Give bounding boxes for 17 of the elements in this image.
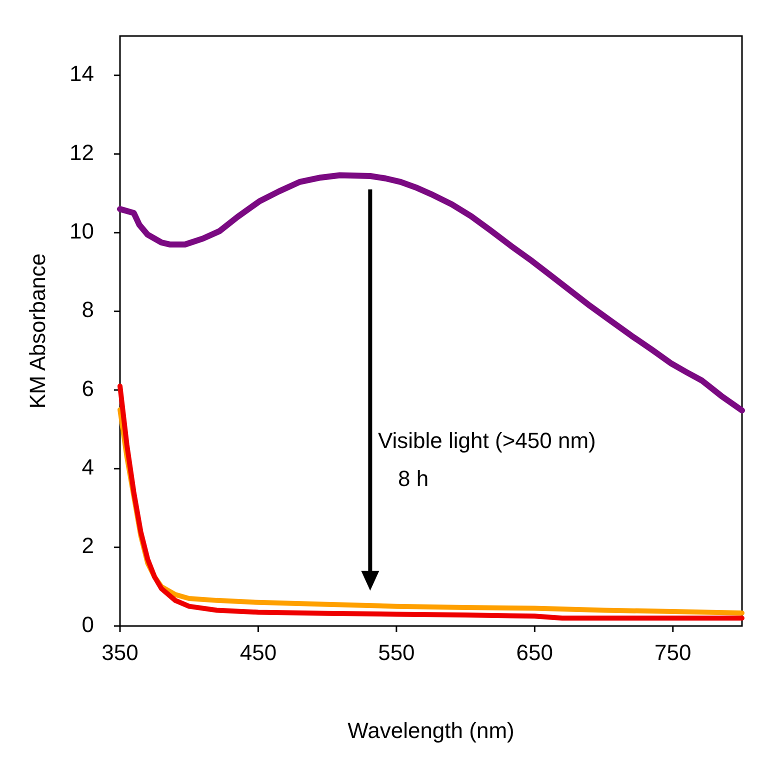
y-tick-label: 4 [82,454,94,480]
y-axis-title: KM Absorbance [25,253,50,409]
y-tick-label: 8 [82,297,94,322]
x-axis-title: Wavelength (nm) [348,718,514,743]
y-tick-label: 12 [70,140,94,165]
x-tick-label: 550 [378,640,415,665]
x-tick-label: 650 [516,640,554,665]
y-tick-label: 14 [70,61,94,86]
y-tick-label: 6 [82,376,94,401]
x-tick-label: 750 [654,640,692,665]
y-tick-label: 10 [70,218,94,244]
annotation: 8 h [398,466,429,491]
x-tick-label: 350 [102,640,138,665]
annotation: Visible light (>450 nm) [378,428,596,453]
x-tick-label: 450 [240,640,277,665]
y-tick-label: 0 [82,612,94,637]
y-tick-label: 2 [82,533,94,558]
